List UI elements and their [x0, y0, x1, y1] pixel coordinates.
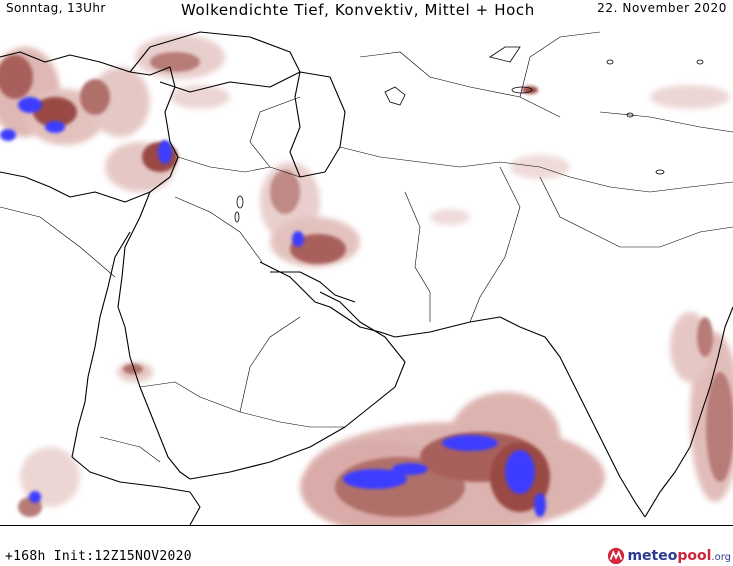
- logo-brand-accent: pool: [677, 548, 712, 564]
- borders: [0, 31, 733, 463]
- logo-brand-main: meteo: [627, 548, 678, 564]
- meteopool-logo[interactable]: meteopool.org: [607, 547, 731, 565]
- logo-icon: [608, 547, 625, 565]
- map-footer: +168h Init:12Z15NOV2020 meteopool.org: [0, 525, 733, 566]
- date-label: 22. November 2020: [597, 1, 727, 15]
- logo-text: meteopool.org: [627, 548, 731, 564]
- logo-brand-suffix: .org: [711, 552, 731, 563]
- lakes: [234, 46, 704, 223]
- cloud-density-map: [0, 31, 733, 525]
- weekday-time-label: Sonntag, 13Uhr: [6, 1, 106, 15]
- map-title: Wolkendichte Tief, Konvektiv, Mittel + H…: [181, 1, 535, 19]
- model-run-info: +168h Init:12Z15NOV2020: [5, 549, 192, 564]
- cloud-layer-max: [0, 97, 546, 517]
